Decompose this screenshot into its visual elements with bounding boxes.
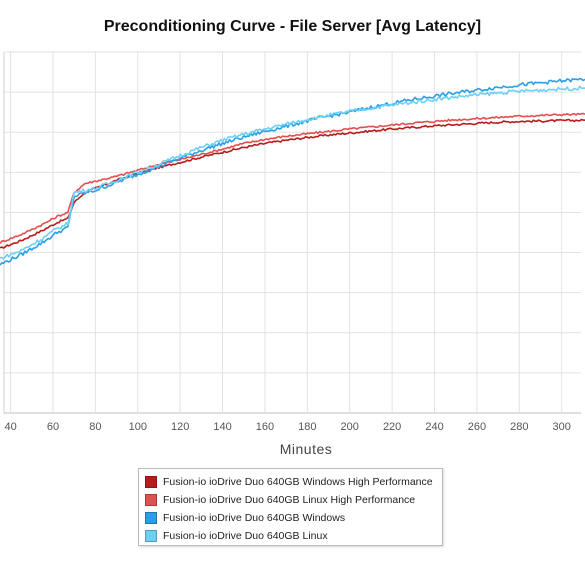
x-tick-label: 280 [510,421,528,433]
legend-swatch [145,530,157,542]
x-tick-label: 40 [4,421,16,433]
legend-item: Fusion-io ioDrive Duo 640GB Linux High P… [145,491,442,509]
legend-swatch [145,476,157,488]
legend-label: Fusion-io ioDrive Duo 640GB Linux [163,530,328,542]
x-tick-label: 180 [298,421,316,433]
x-tick-label: 140 [213,421,231,433]
legend-item: Fusion-io ioDrive Duo 640GB Windows [145,509,442,527]
chart-legend: Fusion-io ioDrive Duo 640GB Windows High… [138,468,443,546]
series-line [0,85,585,260]
x-tick-label: 100 [129,421,147,433]
chart-title: Preconditioning Curve - File Server [Avg… [103,18,482,35]
legend-label: Fusion-io ioDrive Duo 640GB Linux High P… [163,494,416,506]
legend-item: Fusion-io ioDrive Duo 640GB Windows High… [145,473,442,491]
legend-label: Fusion-io ioDrive Duo 640GB Windows High… [163,476,433,488]
x-tick-label: 260 [468,421,486,433]
x-tick-label: 300 [553,421,571,433]
x-tick-label: 240 [425,421,443,433]
legend-swatch [145,494,157,506]
series-line [0,77,585,266]
legend-label: Fusion-io ioDrive Duo 640GB Windows [163,512,346,524]
x-tick-labels: 40 60 80 100 120 140 160 180 200 220 240 260 280 300 [4,421,570,433]
x-tick-label: 200 [341,421,359,433]
legend-swatch [145,512,157,524]
x-tick-label: 60 [47,421,59,433]
x-tick-label: 120 [171,421,189,433]
grid-lines [3,51,581,414]
x-tick-label: 80 [89,421,101,433]
x-axis-title: Minutes [280,441,333,457]
series-lines [0,77,585,266]
x-tick-label: 160 [256,421,274,433]
legend-item: Fusion-io ioDrive Duo 640GB Linux [145,527,442,545]
series-line [0,112,585,244]
x-tick-label: 220 [383,421,401,433]
